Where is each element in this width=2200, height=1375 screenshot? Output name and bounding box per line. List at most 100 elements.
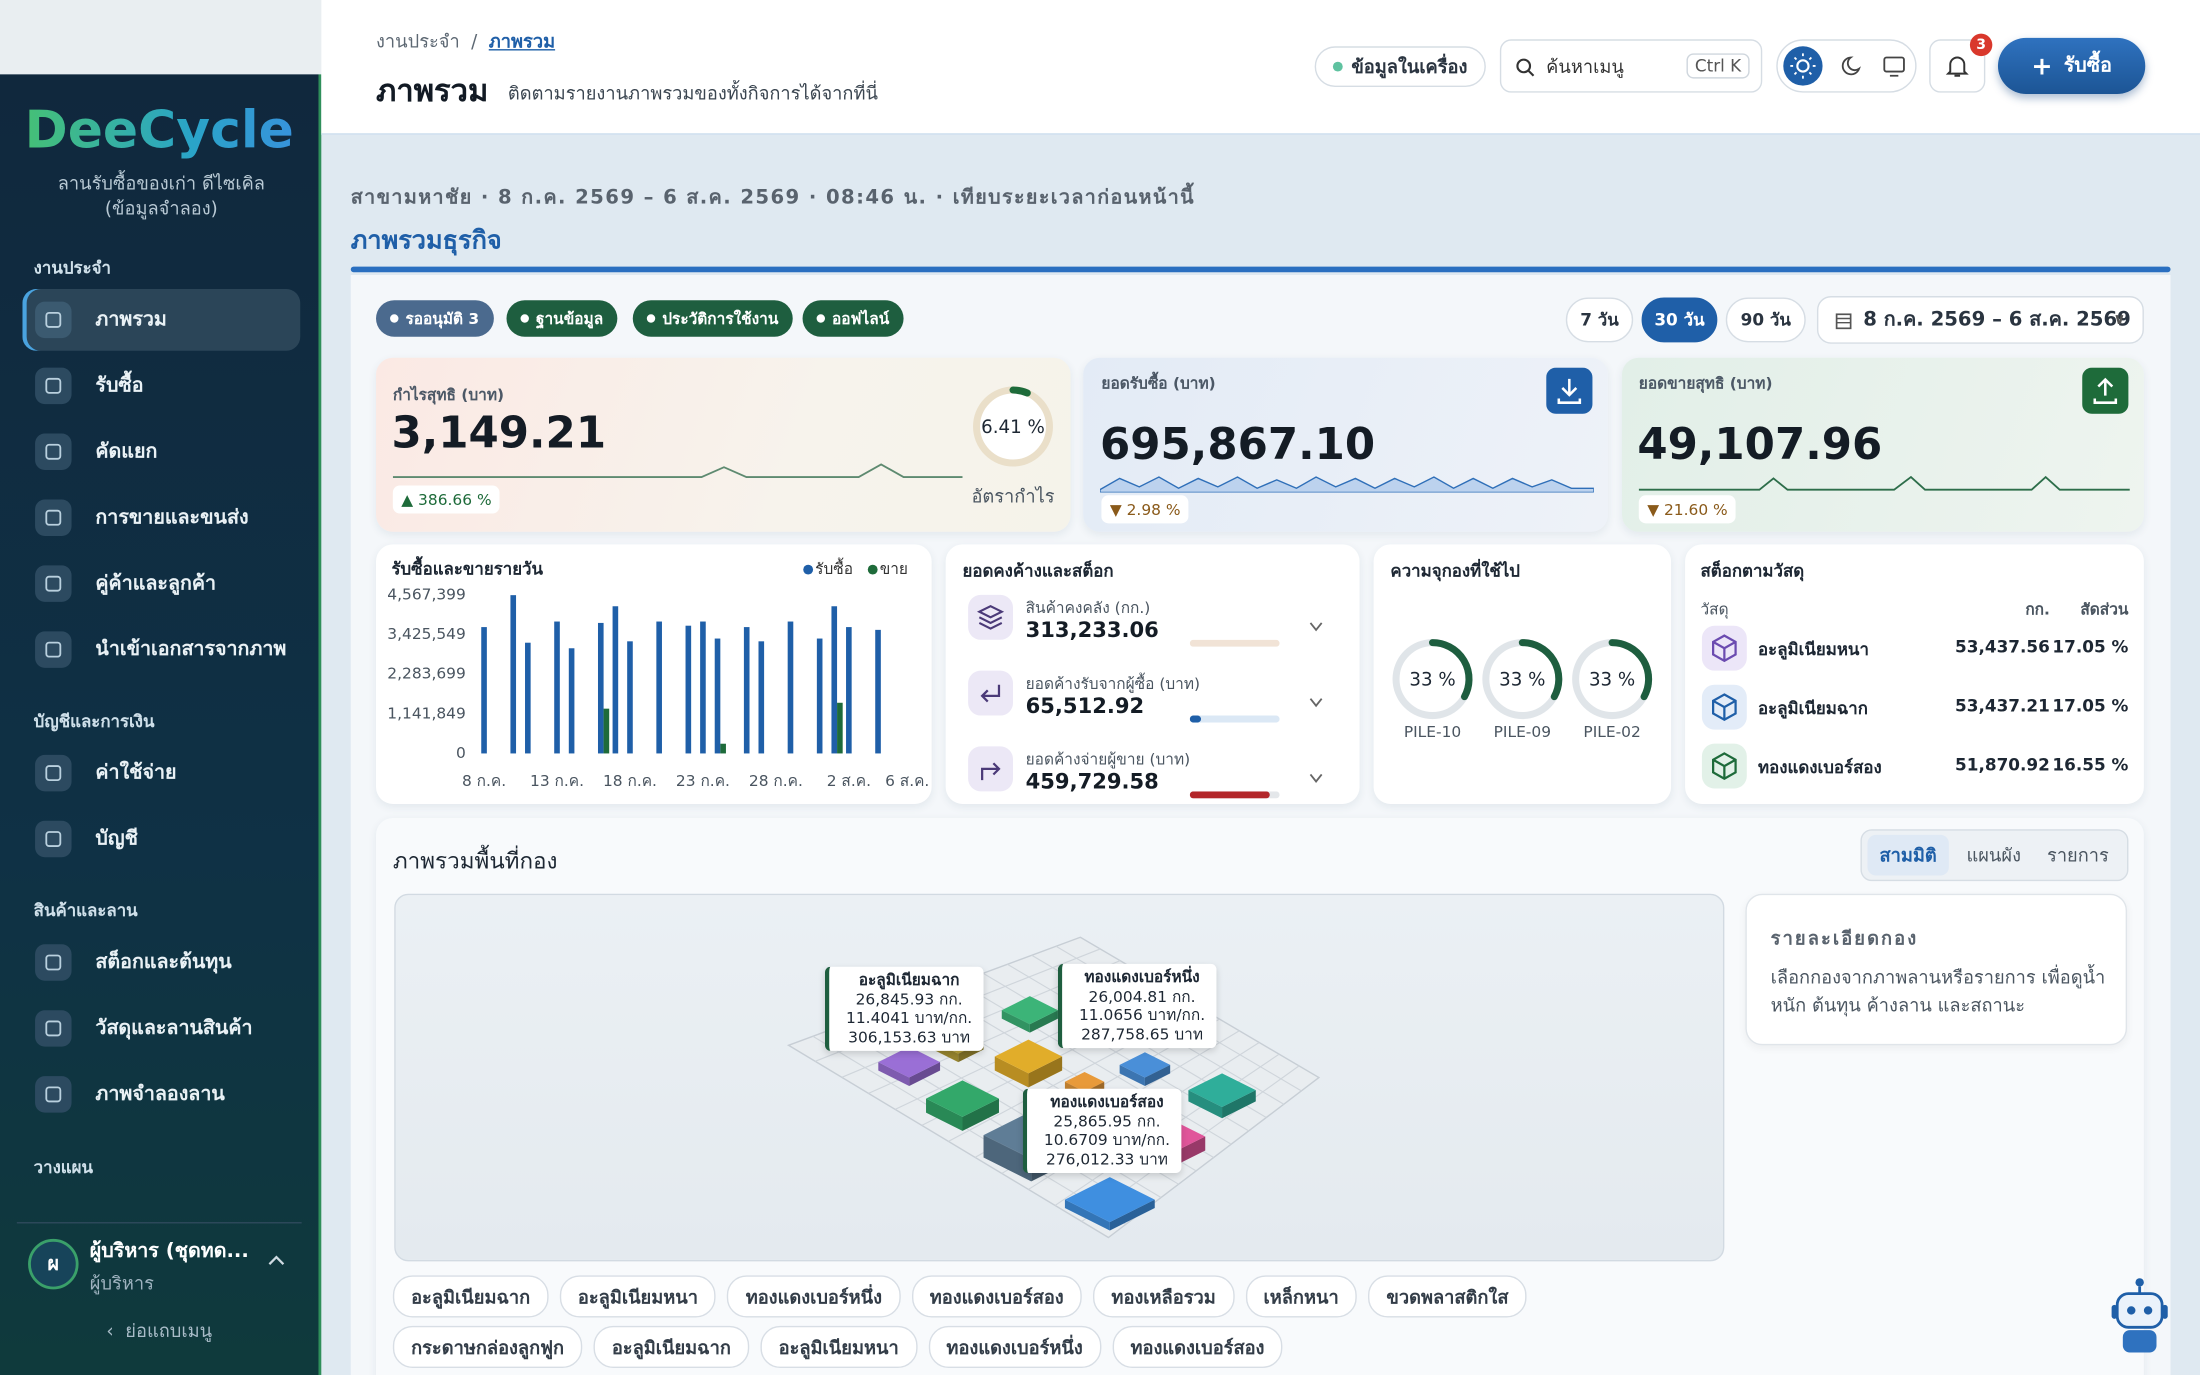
status-chip[interactable]: ฐานข้อมูล <box>506 300 618 337</box>
range-button[interactable]: 30 วัน <box>1641 297 1718 343</box>
yard-tab[interactable]: สามมิติ <box>1867 834 1949 876</box>
tooltip-title: ทองแดงเบอร์หนึ่ง <box>1084 968 1200 987</box>
expand-chevron[interactable] <box>1309 763 1323 783</box>
column-header: วัสดุ <box>1700 600 1729 619</box>
nav-item[interactable]: รับซื้อ <box>22 355 300 417</box>
material-share: 17.05 % <box>2052 636 2129 657</box>
kpi-value: 695,867.10 <box>1099 419 1376 471</box>
y-tick-label: 2,283,699 <box>387 665 466 683</box>
yard-tab[interactable]: แผนผัง <box>1966 846 2021 868</box>
material-chip[interactable]: ทองแดงเบอร์สอง <box>911 1275 1082 1318</box>
chip-dot <box>816 314 825 323</box>
ring-caption: อัตรากำไร <box>971 486 1055 508</box>
material-share: 16.55 % <box>2052 754 2129 775</box>
nav-label: สต็อกและต้นทุน <box>95 951 232 974</box>
nav-item[interactable]: คัดแยก <box>22 421 300 483</box>
bar <box>525 642 531 754</box>
chip-label: ฐานข้อมูล <box>535 310 604 329</box>
primary-button[interactable]: + รับซื้อ <box>1997 37 2146 95</box>
collapse-menu[interactable]: ‹ ย่อแถบเมนู <box>0 1316 318 1345</box>
nav-item[interactable]: บัญชี <box>22 808 300 870</box>
material-name: ทองแดงเบอร์สอง <box>1758 757 1882 778</box>
kpi-sparkline <box>1638 475 2130 491</box>
breadcrumb-item[interactable]: งานประจำ <box>376 32 460 54</box>
expand-chevron[interactable] <box>1309 612 1323 632</box>
bar <box>568 648 575 754</box>
material-chip[interactable]: อะลูมิเนียมฉาก <box>593 1325 750 1368</box>
status-dot <box>1333 61 1343 72</box>
search-icon <box>1516 58 1535 77</box>
nav-item[interactable]: นำเข้าเอกสารจากภาพ <box>22 619 300 681</box>
section-title: ภาพรวมธุรกิจ <box>350 225 502 256</box>
download-button[interactable] <box>1546 367 1593 414</box>
yard-tab[interactable]: รายการ <box>2047 846 2109 868</box>
assistant-robot[interactable] <box>2107 1274 2172 1358</box>
user-name[interactable]: ผู้บริหาร (ชุดทด... <box>89 1240 249 1263</box>
bar <box>875 629 881 754</box>
nav-item[interactable]: คู่ค้าและลูกค้า <box>22 553 300 615</box>
block-face <box>1064 1071 1105 1092</box>
notifications-button[interactable]: 3 <box>1929 33 1993 93</box>
material-chip[interactable]: ทองแดงเบอร์หนึ่ง <box>928 1325 1102 1368</box>
material-chip[interactable]: ทองแดงเบอร์สอง <box>1112 1325 1283 1368</box>
nav-icon <box>35 499 72 536</box>
bar-chart: รับซื้อและขายรายวัน 0 1,141,849 2,283,699 3… <box>387 556 929 790</box>
search-box[interactable]: ค้นหาเมนู Ctrl K <box>1499 39 1763 93</box>
nav-item[interactable]: การขายและขนส่ง <box>22 487 300 549</box>
nav-label: ค่าใช้จ่าย <box>95 761 177 785</box>
status-chip[interactable]: ออฟไลน์ <box>802 300 904 337</box>
nav-icon <box>35 565 72 602</box>
nav-icon <box>35 433 72 471</box>
nav-icon <box>35 754 72 792</box>
nav-item[interactable]: ภาพรวม <box>22 289 301 351</box>
material-chip[interactable]: ทองเหลือรวม <box>1093 1275 1235 1318</box>
status-chip[interactable]: รออนุมัติ 3 <box>376 300 494 337</box>
material-chip[interactable]: อะลูมิเนียมหนา <box>760 1325 917 1368</box>
nav-item[interactable]: สต็อกและต้นทุน <box>22 932 300 994</box>
material-name: อะลูมิเนียมฉาก <box>1758 698 1868 719</box>
material-chip[interactable]: ทองแดงเบอร์หนึ่ง <box>727 1275 901 1318</box>
context-meta: สาขามหาชัย · 8 ก.ค. 2569 – 6 ส.ค. 2569 ·… <box>350 186 1196 210</box>
tooltip-line: 11.4041 บาท/กก. <box>846 1008 973 1028</box>
chip-label: ออฟไลน์ <box>832 310 890 329</box>
material-chip[interactable]: อะลูมิเนียมฉาก <box>392 1275 549 1318</box>
bar <box>787 621 794 754</box>
expand-chevron[interactable] <box>1309 687 1323 708</box>
status-chip[interactable]: ประวัติการใช้งาน <box>632 300 793 337</box>
range-button[interactable]: 90 วัน <box>1725 297 1806 343</box>
breadcrumb-separator: / <box>471 32 478 54</box>
chip-label: ประวัติการใช้งาน <box>662 310 779 329</box>
block-face <box>878 1062 910 1086</box>
material-chip[interactable]: อะลูมิเนียมหนา <box>559 1275 717 1318</box>
shortcut-key: Ctrl K <box>1686 53 1750 79</box>
material-kg: 53,437.21 <box>1955 695 2050 716</box>
local-data-badge[interactable]: ข้อมูลในเครื่อง <box>1314 46 1486 87</box>
pile-tooltip: อะลูมิเนียมฉาก 26,845.93 กก. 11.4041 บาท/ก… <box>824 966 984 1051</box>
block-face <box>1001 1010 1030 1033</box>
page-subtitle: ติดตามรายงานภาพรวมของทั้งกิจการได้จากที่… <box>507 84 878 106</box>
bar <box>720 743 726 754</box>
local-data-label: ข้อมูลในเครื่อง <box>1351 57 1468 79</box>
breadcrumb-current: ภาพรวม <box>488 32 556 54</box>
nav-item[interactable]: ภาพจำลองลาน <box>22 1064 300 1126</box>
material-chip-row: กระดาษกล่องลูกฟูก อะลูมิเนียมฉาก อะลูมิเนี… <box>392 1325 1294 1368</box>
x-tick-label: 6 ส.ค. <box>885 772 929 790</box>
material-chip[interactable]: ขวดพลาสติกใส <box>1368 1275 1527 1318</box>
block-face <box>1119 1064 1145 1086</box>
ring-label: 33 % <box>1589 669 1635 690</box>
chip-dot <box>520 314 529 323</box>
date-range-select[interactable]: 8 ก.ค. 2569 – 6 ส.ค. 2569 ∨ <box>1816 296 2144 344</box>
nav-item[interactable]: ค่าใช้จ่าย <box>22 742 300 804</box>
material-chip[interactable]: กระดาษกล่องลูกฟูก <box>392 1325 583 1368</box>
balance-value: 459,729.58 <box>1025 768 1159 795</box>
nav-label: ภาพรวม <box>95 308 167 332</box>
block-face <box>1222 1090 1256 1119</box>
nav-item[interactable]: วัสดุและลานสินค้า <box>22 998 300 1060</box>
bar <box>700 621 706 754</box>
nav-label: คู่ค้าและลูกค้า <box>95 572 217 595</box>
material-chip[interactable]: เหล็กหนา <box>1245 1275 1357 1318</box>
range-button[interactable]: 7 วัน <box>1565 297 1634 343</box>
nav-label: นำเข้าเอกสารจากภาพ <box>95 638 287 661</box>
upload-button[interactable] <box>2082 367 2129 414</box>
